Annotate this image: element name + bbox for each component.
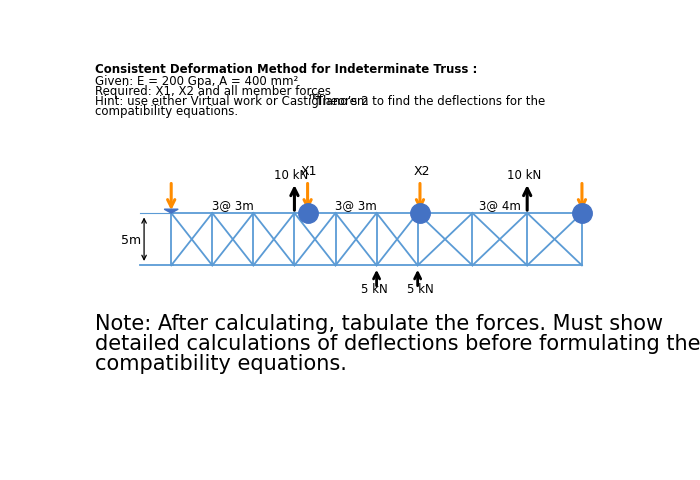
Text: 5m: 5m <box>121 233 141 246</box>
Text: 10 kN: 10 kN <box>507 168 541 181</box>
Text: Theorem to find the deflections for the: Theorem to find the deflections for the <box>312 95 545 108</box>
Text: compatibility equations.: compatibility equations. <box>95 353 347 373</box>
Text: 5 kN: 5 kN <box>407 282 433 295</box>
Text: Given: E = 200 Gpa, A = 400 mm²: Given: E = 200 Gpa, A = 400 mm² <box>95 74 298 87</box>
Text: Note: After calculating, tabulate the forces. Must show: Note: After calculating, tabulate the fo… <box>95 313 664 334</box>
Text: compatibility equations.: compatibility equations. <box>95 105 239 118</box>
Text: nd: nd <box>309 92 320 101</box>
Text: 10 kN: 10 kN <box>274 168 309 181</box>
Polygon shape <box>164 210 178 214</box>
Text: Consistent Deformation Method for Indeterminate Truss :: Consistent Deformation Method for Indete… <box>95 63 477 76</box>
Text: Hint: use either Virtual work or Castigliano’s 2: Hint: use either Virtual work or Castigl… <box>95 95 369 108</box>
Text: Required: X1, X2 and all member forces: Required: X1, X2 and all member forces <box>95 84 331 97</box>
Text: X1: X1 <box>301 165 317 178</box>
Text: 5 kN: 5 kN <box>361 282 388 295</box>
Text: X2: X2 <box>413 165 430 178</box>
Text: 3@ 4m: 3@ 4m <box>479 198 521 211</box>
Text: detailed calculations of deflections before formulating the: detailed calculations of deflections bef… <box>95 334 700 353</box>
Text: 3@ 3m: 3@ 3m <box>335 198 377 211</box>
Text: 3@ 3m: 3@ 3m <box>212 198 253 211</box>
